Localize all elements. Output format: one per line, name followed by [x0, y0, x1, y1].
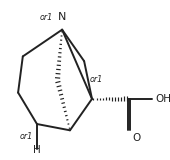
Text: or1: or1 — [19, 132, 33, 141]
Text: or1: or1 — [90, 76, 103, 84]
Text: or1: or1 — [40, 13, 53, 22]
Text: N: N — [58, 12, 66, 22]
Text: OH: OH — [155, 94, 170, 104]
Text: H: H — [33, 145, 41, 156]
Text: O: O — [133, 133, 141, 144]
